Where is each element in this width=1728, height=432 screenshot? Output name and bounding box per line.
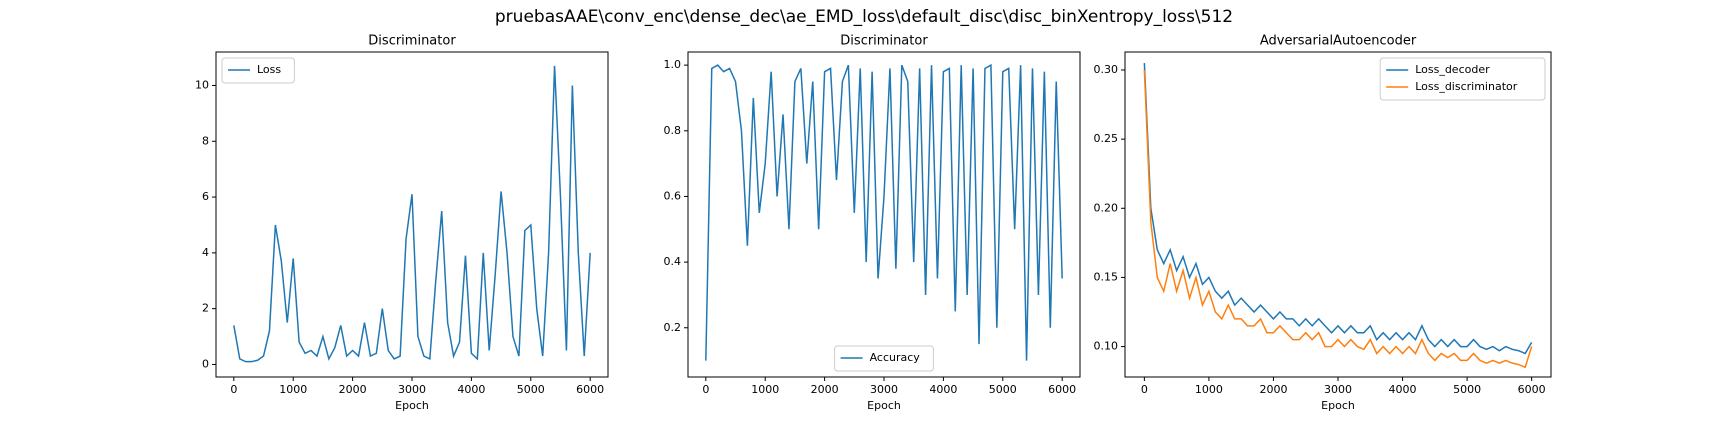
figure-title: pruebasAAE\conv_enc\dense_dec\ae_EMD_los… [495,7,1233,27]
y-tick-label: 0.15 [1094,270,1119,283]
legend-frame [221,57,295,84]
x-tick-label: 2000 [811,383,839,396]
x-axis-label: Epoch [1321,399,1355,412]
legend-label: Loss_decoder [1415,63,1490,76]
x-tick-label: 2000 [339,383,367,396]
legend: Accuracy [834,345,934,372]
legend-frame [1379,57,1546,101]
x-axis-label: Epoch [867,399,901,412]
x-tick-label: 5000 [517,383,545,396]
x-tick-label: 1000 [1195,383,1223,396]
y-tick-label: 0.2 [664,321,682,334]
x-tick-label: 0 [1141,383,1148,396]
x-tick-label: 5000 [989,383,1017,396]
x-tick-label: 2000 [1259,383,1287,396]
y-tick-label: 0.10 [1094,340,1119,353]
x-tick-label: 5000 [1453,383,1481,396]
x-tick-label: 1000 [279,383,307,396]
legend-label: Loss_discriminator [1415,80,1518,93]
y-tick-label: 4 [202,246,209,259]
x-tick-label: 0 [230,383,237,396]
x-tick-label: 3000 [398,383,426,396]
y-tick-label: 6 [202,190,209,203]
axes-title: AdversarialAutoencoder [1260,34,1417,49]
legend-frame [834,345,934,372]
y-tick-label: 0.30 [1094,63,1119,76]
x-tick-label: 6000 [576,383,604,396]
axes-title: Discriminator [368,34,456,49]
legend-label: Loss [257,63,281,76]
x-tick-label: 0 [702,383,709,396]
axes-frame [1124,51,1552,378]
x-tick-label: 1000 [751,383,779,396]
data-line [233,65,591,363]
legend-label: Accuracy [870,351,921,364]
legend: Loss [221,57,295,84]
data-line [1143,63,1533,355]
x-tick-label: 6000 [1048,383,1076,396]
axes-frame [687,51,1081,378]
x-tick-label: 4000 [1389,383,1417,396]
axes-frame [215,51,609,378]
x-tick-label: 4000 [457,383,485,396]
y-tick-label: 0.25 [1094,132,1119,145]
y-tick-label: 0 [202,357,209,370]
data-line [705,63,1063,361]
legend: Loss_decoder Loss_discriminator [1379,57,1546,101]
x-tick-label: 4000 [929,383,957,396]
y-tick-label: 10 [195,78,209,91]
data-line [1143,69,1533,369]
y-tick-label: 1.0 [664,58,682,71]
y-tick-label: 2 [202,302,209,315]
y-tick-label: 8 [202,134,209,147]
x-tick-label: 3000 [1324,383,1352,396]
x-axis-label: Epoch [395,399,429,412]
axes-title: Discriminator [840,34,928,49]
y-tick-label: 0.6 [664,189,682,202]
x-tick-label: 3000 [870,383,898,396]
y-tick-label: 0.8 [664,124,682,137]
y-tick-label: 0.4 [664,255,682,268]
y-tick-label: 0.20 [1094,201,1119,214]
x-tick-label: 6000 [1518,383,1546,396]
